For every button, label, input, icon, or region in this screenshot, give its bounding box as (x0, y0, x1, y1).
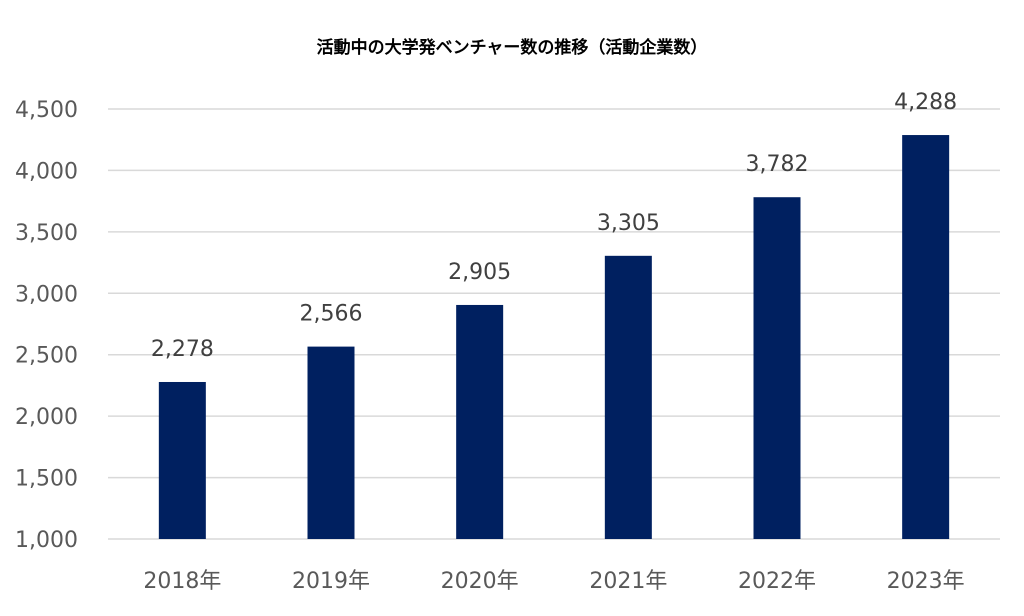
x-tick-label: 2022年 (738, 569, 816, 594)
y-tick-label: 4,000 (15, 159, 78, 184)
y-tick-label: 1,500 (15, 467, 78, 492)
bar (902, 135, 950, 539)
y-tick-label: 2,500 (15, 344, 78, 369)
data-label: 3,305 (597, 211, 660, 236)
data-label: 3,782 (746, 152, 809, 177)
data-label: 2,566 (300, 302, 363, 327)
y-tick-label: 2,000 (15, 405, 78, 430)
bar (604, 255, 652, 540)
y-tick-label: 3,000 (15, 282, 78, 307)
data-label: 4,288 (894, 90, 957, 115)
bar (456, 304, 504, 539)
y-tick-label: 1,000 (15, 528, 78, 553)
y-tick-label: 3,500 (15, 221, 78, 246)
bars (158, 135, 950, 540)
gridlines (108, 108, 1000, 540)
data-label: 2,278 (151, 337, 214, 362)
data-labels: 2,278 2,566 2,905 3,305 3,782 4,288 (151, 90, 957, 362)
bar (307, 346, 355, 539)
x-tick-label: 2019年 (292, 569, 370, 594)
chart-title: 活動中の大学発ベンチャー数の推移（活動企業数） (316, 38, 708, 58)
data-label: 2,905 (448, 260, 511, 285)
x-tick-label: 2020年 (441, 569, 519, 594)
x-tick-label: 2018年 (143, 569, 221, 594)
x-axis-ticks: 2018年 2019年 2020年 2021年 2022年 2023年 (143, 569, 964, 594)
y-tick-label: 4,500 (15, 98, 78, 123)
x-tick-label: 2023年 (887, 569, 965, 594)
bar (158, 381, 206, 539)
bar (753, 197, 801, 539)
x-tick-label: 2021年 (589, 569, 667, 594)
y-axis-ticks: 1,000 1,500 2,000 2,500 3,000 3,500 4,000 4,500 (15, 98, 78, 553)
